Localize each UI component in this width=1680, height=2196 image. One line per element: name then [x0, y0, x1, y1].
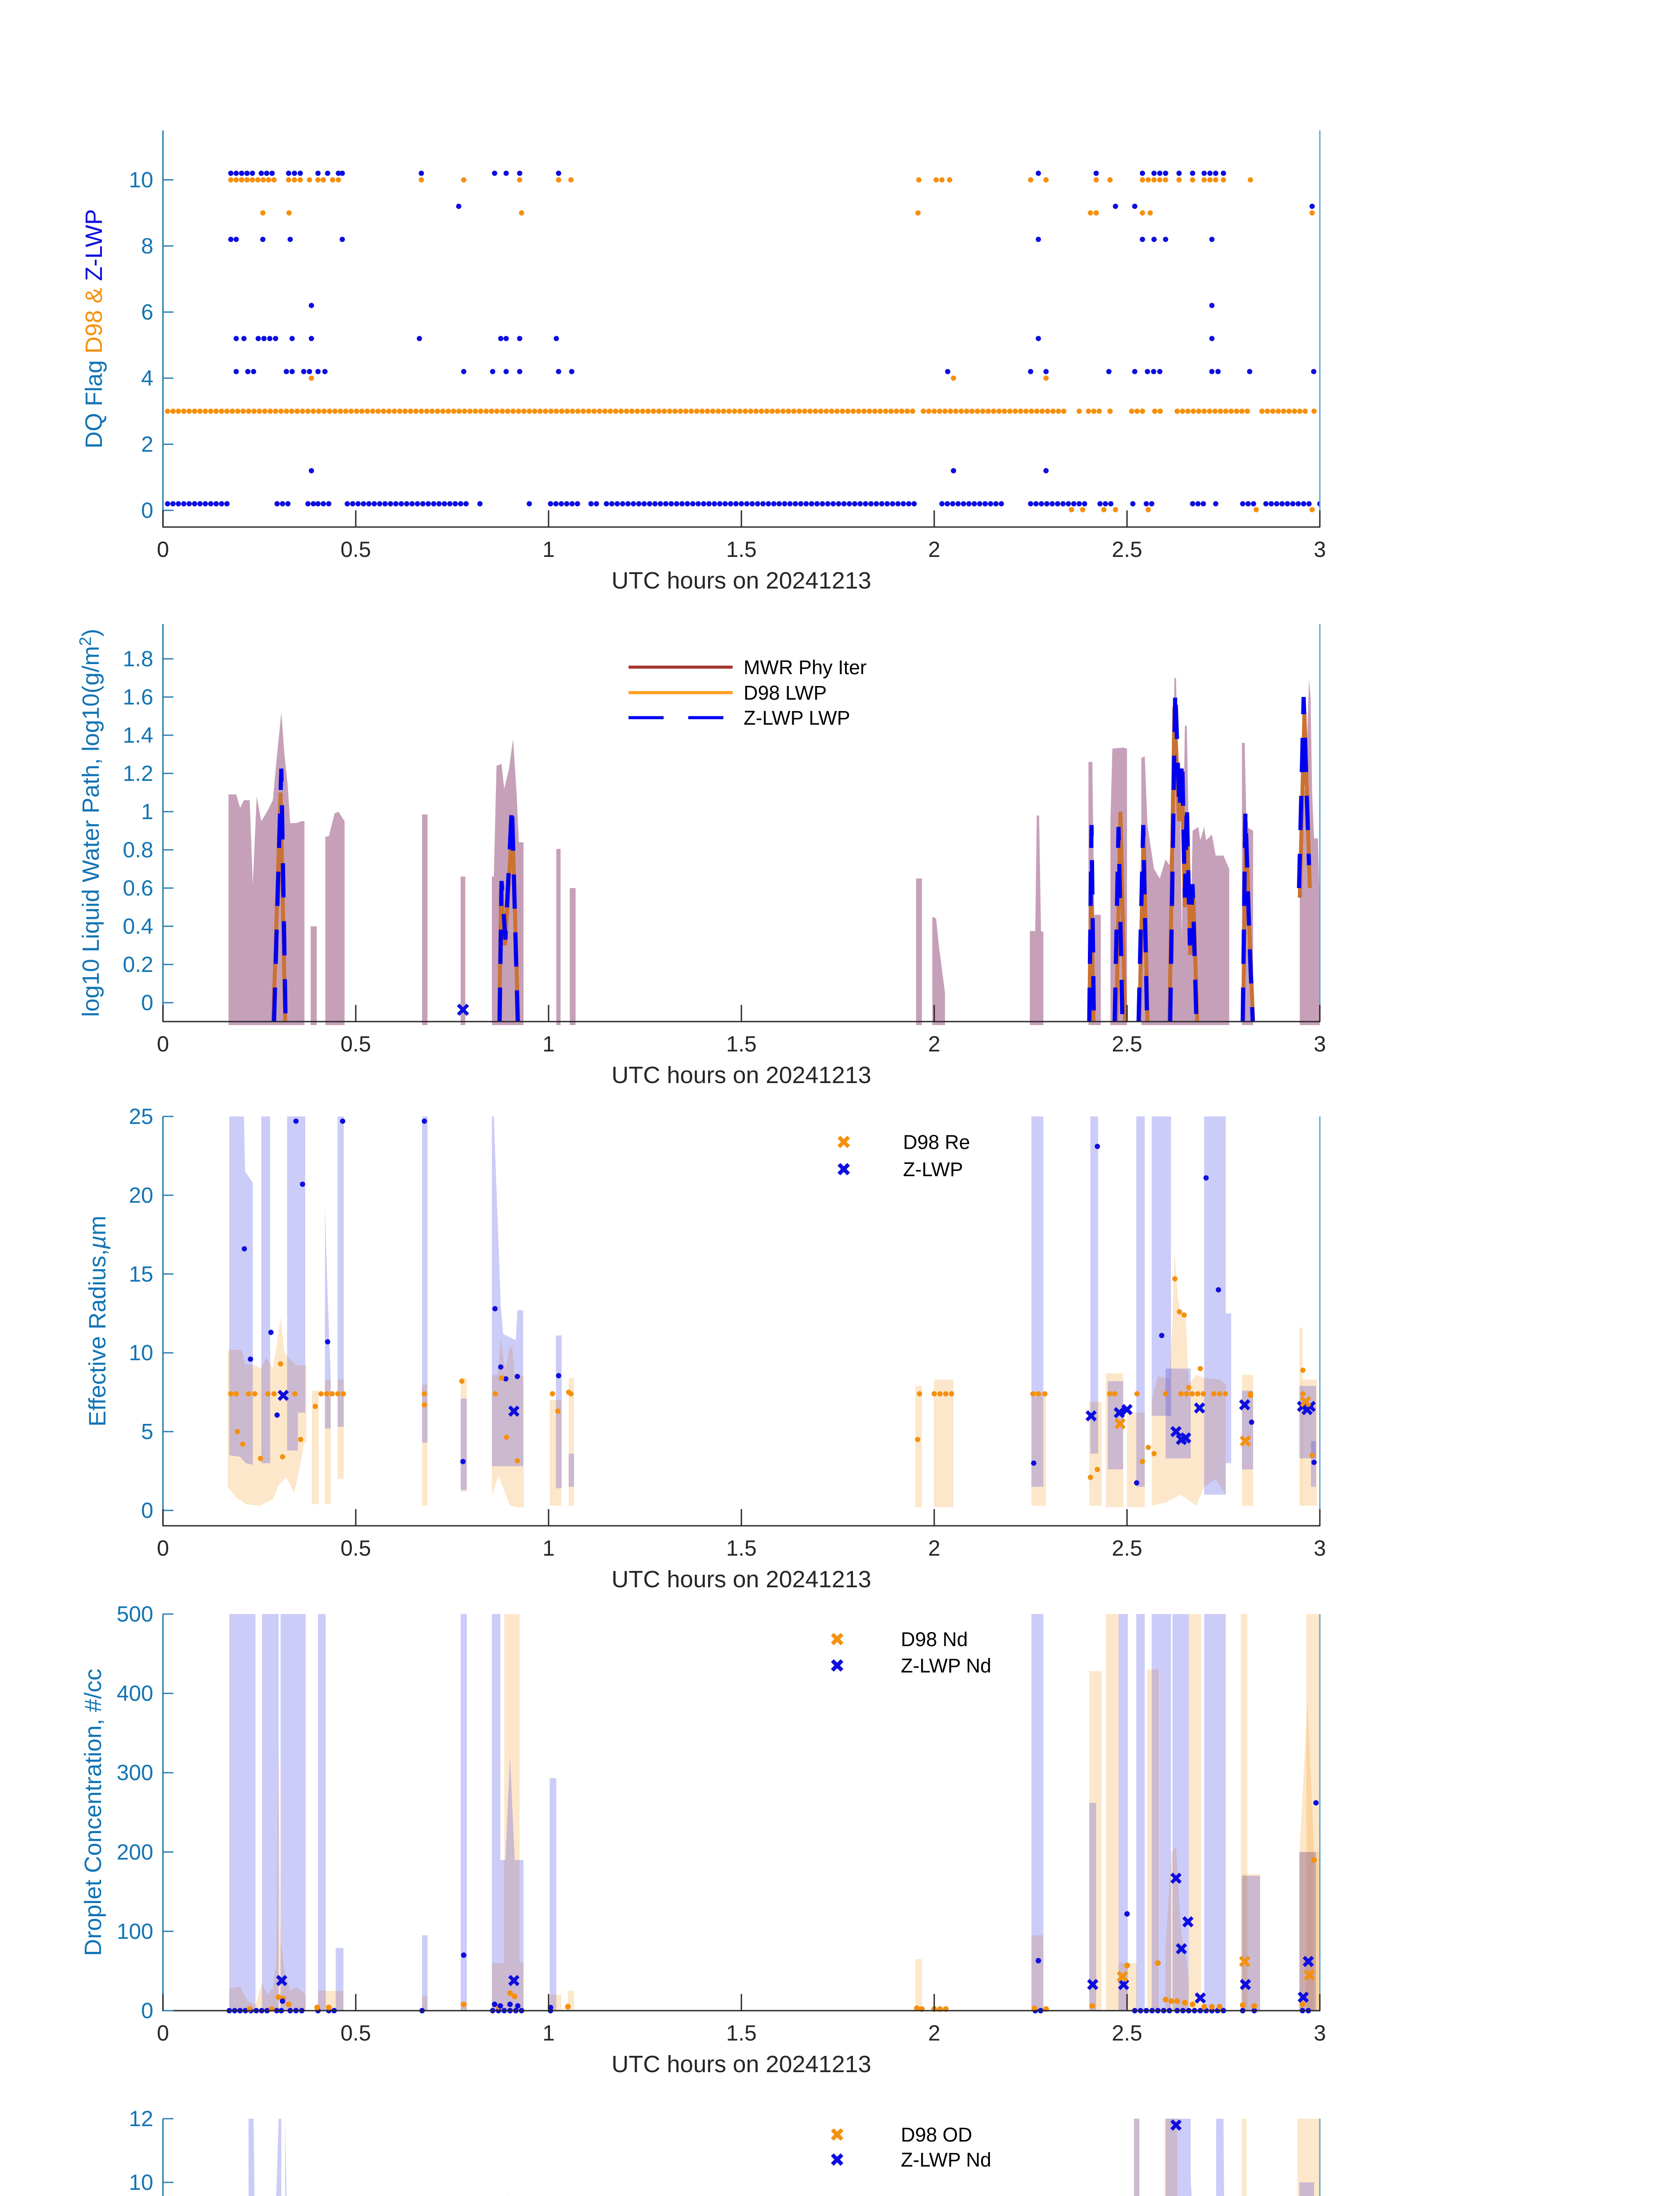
svg-text:25: 25 — [129, 1104, 153, 1129]
svg-text:0: 0 — [157, 1032, 169, 1056]
svg-text:DQ Flag D98 & Z-LWP: DQ Flag D98 & Z-LWP — [81, 209, 107, 448]
svg-text:2.5: 2.5 — [1112, 1032, 1142, 1056]
svg-text:Z-LWP Nd: Z-LWP Nd — [901, 2149, 991, 2171]
svg-text:UTC hours on 20241213: UTC hours on 20241213 — [611, 567, 871, 594]
svg-text:3: 3 — [1314, 2021, 1326, 2045]
svg-text:0.5: 0.5 — [340, 1536, 371, 1560]
svg-text:8: 8 — [141, 234, 153, 258]
svg-text:1: 1 — [141, 799, 153, 824]
svg-text:0: 0 — [141, 1498, 153, 1523]
svg-text:0.4: 0.4 — [123, 914, 153, 939]
svg-text:2: 2 — [141, 432, 153, 457]
svg-text:Effective Radius,µm: Effective Radius,µm — [84, 1216, 111, 1427]
svg-text:2: 2 — [928, 1032, 940, 1056]
svg-text:5: 5 — [141, 1419, 153, 1444]
svg-text:100: 100 — [117, 1919, 153, 1943]
svg-text:10: 10 — [129, 168, 153, 192]
svg-text:D98 OD: D98 OD — [901, 2124, 972, 2146]
svg-text:0.6: 0.6 — [123, 876, 153, 900]
svg-text:400: 400 — [117, 1681, 153, 1706]
svg-text:300: 300 — [117, 1760, 153, 1785]
svg-text:UTC hours on 20241213: UTC hours on 20241213 — [611, 1566, 871, 1593]
svg-text:200: 200 — [117, 1840, 153, 1864]
svg-text:15: 15 — [129, 1262, 153, 1286]
svg-text:1.5: 1.5 — [726, 537, 757, 562]
svg-text:1.4: 1.4 — [123, 723, 153, 748]
svg-text:UTC hours on 20241213: UTC hours on 20241213 — [611, 1062, 871, 1088]
svg-text:1.6: 1.6 — [123, 685, 153, 709]
svg-text:2: 2 — [928, 537, 940, 562]
svg-text:3: 3 — [1314, 1032, 1326, 1056]
svg-text:2: 2 — [928, 2021, 940, 2045]
svg-text:D98 Re: D98 Re — [903, 1131, 970, 1153]
svg-text:D98 LWP: D98 LWP — [744, 682, 827, 704]
svg-text:3: 3 — [1314, 537, 1326, 562]
svg-text:10: 10 — [129, 2170, 153, 2195]
svg-text:0: 0 — [157, 1536, 169, 1560]
svg-text:1: 1 — [542, 537, 555, 562]
svg-text:UTC hours on 20241213: UTC hours on 20241213 — [611, 2051, 871, 2077]
svg-text:1.5: 1.5 — [726, 2021, 757, 2045]
svg-text:2: 2 — [928, 1536, 940, 1560]
svg-text:3: 3 — [1314, 1536, 1326, 1560]
svg-text:0: 0 — [157, 2021, 169, 2045]
svg-text:10: 10 — [129, 1340, 153, 1365]
svg-text:0: 0 — [141, 1998, 153, 2023]
svg-text:1: 1 — [542, 1536, 555, 1560]
svg-text:0.5: 0.5 — [340, 537, 371, 562]
svg-text:6: 6 — [141, 300, 153, 325]
svg-text:500: 500 — [117, 1602, 153, 1626]
svg-text:0.5: 0.5 — [340, 2021, 371, 2045]
svg-text:1: 1 — [542, 1032, 555, 1056]
svg-text:D98 Nd: D98 Nd — [901, 1628, 968, 1651]
svg-text:0: 0 — [141, 498, 153, 523]
svg-text:0: 0 — [157, 537, 169, 562]
svg-text:0.5: 0.5 — [340, 1032, 371, 1056]
svg-text:1.5: 1.5 — [726, 1536, 757, 1560]
svg-text:4: 4 — [141, 366, 153, 390]
svg-text:0.8: 0.8 — [123, 838, 153, 862]
svg-text:Droplet Concentration, #/cc: Droplet Concentration, #/cc — [80, 1669, 106, 1956]
svg-text:1.8: 1.8 — [123, 647, 153, 671]
svg-text:1.5: 1.5 — [726, 1032, 757, 1056]
svg-text:Z-LWP Nd: Z-LWP Nd — [901, 1654, 991, 1677]
svg-text:1.2: 1.2 — [123, 761, 153, 786]
svg-text:Z-LWP: Z-LWP — [903, 1158, 963, 1181]
svg-text:log10 Liquid Water Path, log10: log10 Liquid Water Path, log10(g/m2) — [76, 629, 104, 1017]
svg-text:2.5: 2.5 — [1112, 1536, 1142, 1560]
svg-text:2.5: 2.5 — [1112, 2021, 1142, 2045]
svg-text:0.2: 0.2 — [123, 952, 153, 977]
svg-text:0: 0 — [141, 990, 153, 1015]
svg-text:12: 12 — [129, 2106, 153, 2131]
svg-text:MWR Phy Iter: MWR Phy Iter — [744, 656, 867, 679]
svg-text:20: 20 — [129, 1183, 153, 1207]
svg-text:2.5: 2.5 — [1112, 537, 1142, 562]
svg-text:1: 1 — [542, 2021, 555, 2045]
svg-text:Z-LWP LWP: Z-LWP LWP — [744, 707, 850, 729]
